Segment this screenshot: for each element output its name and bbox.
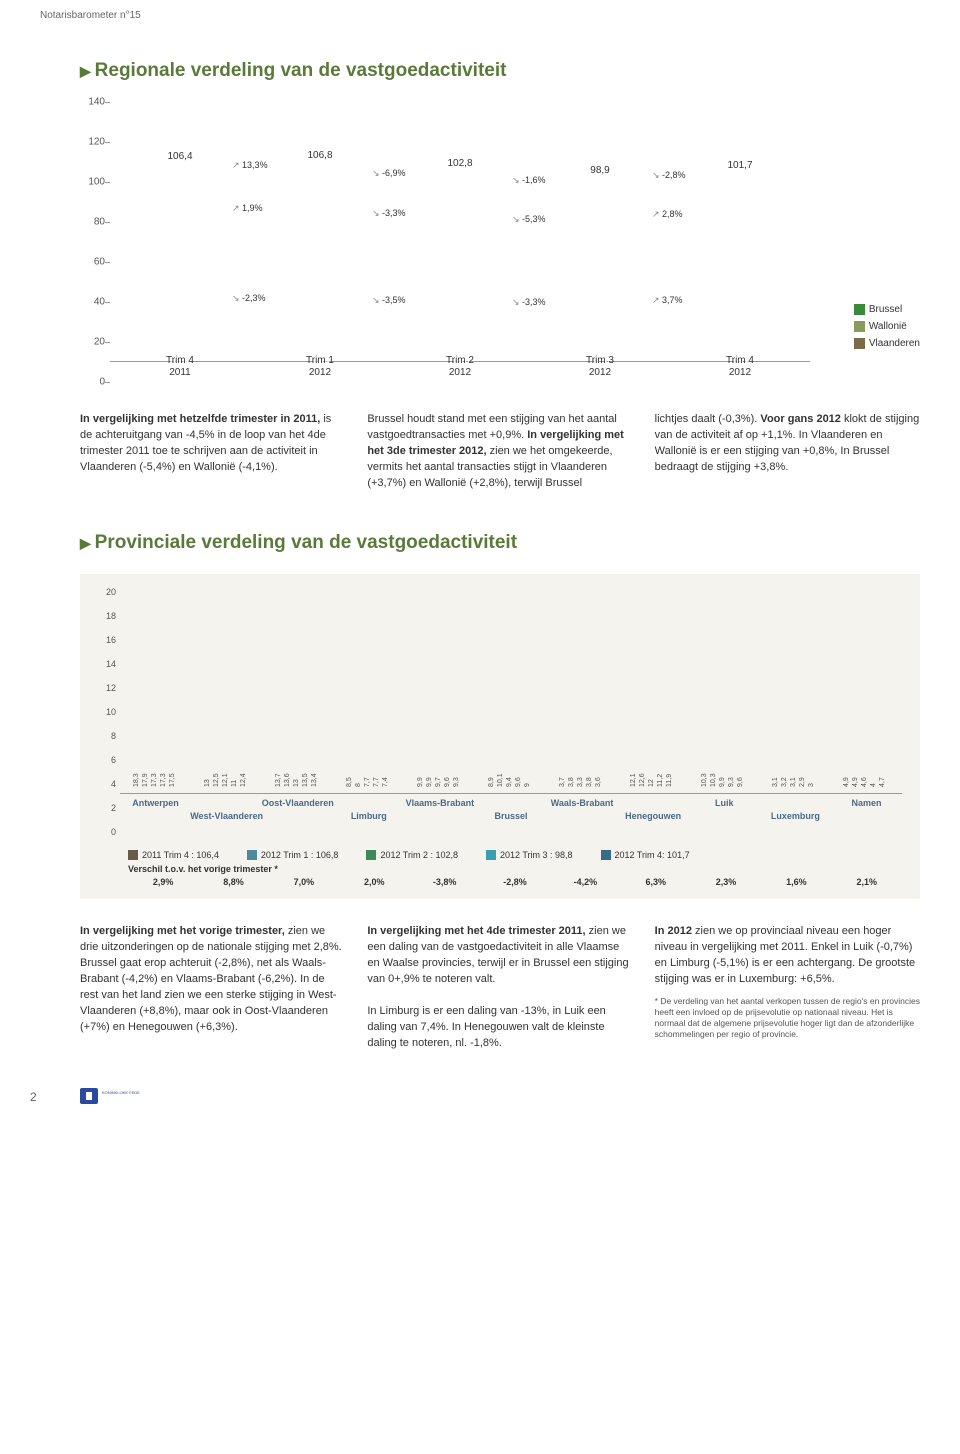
section2-title: Provinciale verdeling van de vastgoedact… (80, 532, 920, 554)
chart1-legend: BrusselWalloniëVlaanderen (854, 301, 920, 352)
verschil-table: Verschil t.o.v. het vorige trimester * 2… (128, 864, 902, 887)
para2-col1: In vergelijking met het vorige trimester… (80, 924, 345, 1052)
provincial-chart-wrap: 18,317,917,317,317,5Antwerpen1312,512,11… (80, 574, 920, 900)
page-footer: 2 KONINKLIJKE FEDERATIE (80, 1082, 920, 1113)
para2-col2: In vergelijking met het 4de trimester 20… (367, 924, 632, 1052)
footnote: * De verdeling van het aantal verkopen t… (655, 996, 920, 1040)
regional-chart: 63,434,18,9Trim 42011106,46234,810,1Trim… (80, 102, 920, 382)
svg-text:KONINKLIJKE FEDERATIE: KONINKLIJKE FEDERATIE (102, 1090, 140, 1095)
verschil-header: Verschil t.o.v. het vorige trimester * (128, 864, 902, 874)
para-block-1: In vergelijking met hetzelfde trimester … (80, 412, 920, 492)
para1-col2: Brussel houdt stand met een stijging van… (367, 412, 632, 492)
para1-col1: In vergelijking met hetzelfde trimester … (80, 412, 345, 492)
page-number: 2 (30, 1090, 37, 1104)
page: Notarisbarometer n°15 Regionale verdelin… (0, 0, 960, 1133)
chart2-legend: 2011 Trim 4 : 106,42012 Trim 1 : 106,820… (128, 850, 902, 861)
para-block-2: In vergelijking met het vorige trimester… (80, 924, 920, 1052)
logo: KONINKLIJKE FEDERATIE (80, 1082, 140, 1113)
para1-col3: lichtjes daalt (-0,3%). Voor gans 2012 k… (655, 412, 920, 492)
para2-col3: In 2012 zien we op provinciaal niveau ee… (655, 924, 920, 1052)
section1-title: Regionale verdeling van de vastgoedactiv… (80, 60, 920, 82)
provincial-chart: 18,317,917,317,317,5Antwerpen1312,512,11… (98, 592, 902, 832)
header-note: Notarisbarometer n°15 (40, 10, 141, 21)
